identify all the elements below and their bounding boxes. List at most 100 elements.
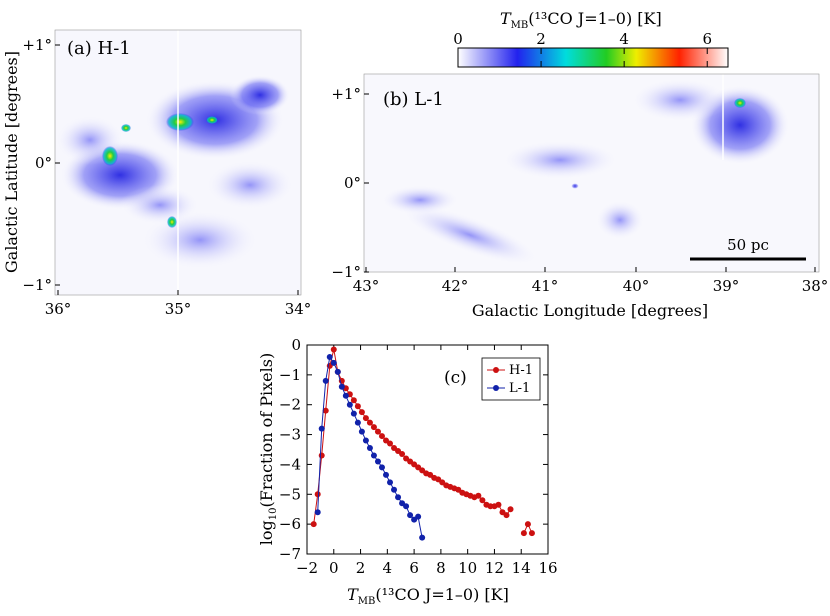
data-point-h-1 — [330, 346, 337, 353]
x-tick-label: 12 — [485, 559, 504, 577]
data-point-h-1 — [475, 492, 482, 499]
data-point-h-1 — [314, 491, 321, 498]
data-point-h-1 — [495, 501, 502, 508]
data-point-l-1 — [370, 452, 377, 459]
x-tick-label: 16 — [538, 559, 557, 577]
data-point-h-1 — [310, 521, 317, 528]
panel-c-axes: −2 0 2 4 6 8 10 12 14 160−1−2−3−4−5−6−7 — [279, 336, 558, 577]
legend: H-1L-1 — [481, 357, 541, 401]
panel-b-xlabel: Galactic Longitude [degrees] — [472, 301, 708, 320]
x-tick-label: 43° — [353, 277, 380, 295]
data-point-l-1 — [330, 359, 337, 366]
colorbar-tick-label: 2 — [536, 30, 546, 48]
legend-marker — [493, 385, 499, 391]
panel-a-axes: 36° 35° 34° +1° 0° −1° — [22, 36, 311, 318]
panel-a: (a) H-1 36° 35° 34° +1° 0° −1° Galactic Latit… — [2, 29, 311, 318]
x-tick-label: 10 — [458, 559, 477, 577]
y-tick-label: +1° — [22, 36, 52, 54]
data-point-l-1 — [395, 494, 402, 501]
y-tick-label: −6 — [279, 515, 301, 533]
data-point-l-1 — [419, 534, 426, 541]
scale-bar-label: 50 pc — [727, 236, 769, 254]
colorbar-gradient — [457, 47, 729, 68]
data-point-l-1 — [342, 392, 349, 399]
data-point-h-1 — [479, 497, 486, 504]
panel-c-frame — [306, 344, 549, 555]
data-point-h-1 — [366, 419, 373, 426]
x-tick-label: 42° — [442, 277, 469, 295]
data-point-l-1 — [334, 368, 341, 375]
data-point-h-1 — [520, 530, 527, 537]
colorbar-tick-label: 0 — [453, 30, 463, 48]
y-tick-label: 0° — [344, 174, 361, 192]
panel-a-label: (a) H-1 — [67, 38, 131, 59]
data-point-l-1 — [314, 509, 321, 516]
x-tick-label: 2 — [356, 559, 366, 577]
panel-c-xlabel: TMB(¹³CO J=1–0) [K] — [347, 585, 509, 607]
y-tick-label: −2 — [279, 396, 301, 414]
data-point-h-1 — [354, 403, 361, 410]
data-point-h-1 — [370, 424, 377, 431]
y-tick-label: −4 — [279, 455, 301, 473]
x-tick-label: 4 — [383, 559, 393, 577]
y-tick-label: +1° — [331, 85, 361, 103]
x-tick-label: 14 — [512, 559, 531, 577]
panel-b: (b) L-1 50 pc 43° 42° 41° 40° 39° 38° +1° 0° −1°… — [331, 73, 828, 320]
data-point-h-1 — [362, 415, 369, 422]
legend-box — [481, 357, 541, 401]
data-point-l-1 — [350, 410, 357, 417]
colorbar: TMB(¹³CO J=1–0) [K] 0 2 4 6 — [453, 9, 729, 68]
data-point-h-1 — [322, 407, 329, 414]
scale-bar: 50 pc — [690, 236, 806, 261]
data-point-l-1 — [382, 471, 389, 478]
legend-label: L-1 — [509, 381, 530, 396]
data-point-l-1 — [415, 513, 422, 520]
data-point-l-1 — [387, 479, 394, 486]
data-point-l-1 — [322, 377, 329, 384]
colorbar-tick-label: 4 — [619, 30, 629, 48]
data-point-l-1 — [374, 458, 381, 465]
panel-c-label: (c) — [444, 368, 467, 388]
panel-c: −2 0 2 4 6 8 10 12 14 160−1−2−3−4−5−6−7 (c) H-1L-… — [257, 336, 558, 607]
data-point-l-1 — [358, 428, 365, 435]
colorbar-ticks: 0 2 4 6 — [453, 30, 712, 67]
x-tick-label: 36° — [45, 300, 72, 318]
y-tick-label: −3 — [279, 426, 301, 444]
data-point-h-1 — [374, 428, 381, 435]
x-tick-label: 38° — [802, 277, 829, 295]
data-point-h-1 — [318, 452, 325, 459]
legend-label: H-1 — [509, 363, 533, 378]
data-point-l-1 — [403, 503, 410, 510]
x-tick-label: −2 — [296, 559, 318, 577]
y-tick-label: −1° — [331, 263, 361, 281]
data-point-l-1 — [338, 383, 345, 390]
panel-a-ylabel: Galactic Latitude [degrees] — [2, 51, 21, 273]
panel-b-axes: 43° 42° 41° 40° 39° 38° +1° 0° −1° — [331, 85, 828, 295]
data-point-h-1 — [399, 450, 406, 457]
data-point-h-1 — [378, 433, 385, 440]
data-point-l-1 — [366, 445, 373, 452]
data-point-l-1 — [318, 425, 325, 432]
colorbar-label: TMB(¹³CO J=1–0) [K] — [500, 9, 662, 31]
x-tick-label: 8 — [436, 559, 446, 577]
colorbar-tick-label: 6 — [702, 30, 712, 48]
x-tick-label: 34° — [285, 300, 312, 318]
data-point-h-1 — [528, 530, 535, 537]
x-tick-label: 41° — [532, 277, 559, 295]
data-point-h-1 — [507, 506, 514, 513]
x-tick-label: 6 — [409, 559, 419, 577]
legend-marker — [493, 367, 499, 373]
x-tick-label: 40° — [623, 277, 650, 295]
panel-c-series — [310, 346, 535, 541]
data-point-l-1 — [362, 437, 369, 444]
panel-b-label: (b) L-1 — [383, 89, 444, 110]
x-tick-label: 39° — [713, 277, 740, 295]
y-tick-label: −7 — [279, 545, 301, 563]
data-point-l-1 — [378, 464, 385, 471]
data-point-h-1 — [387, 440, 394, 447]
data-point-l-1 — [391, 486, 398, 493]
data-point-h-1 — [358, 409, 365, 416]
y-tick-label: 0° — [35, 154, 52, 172]
panel-b-emission-map — [380, 74, 790, 266]
